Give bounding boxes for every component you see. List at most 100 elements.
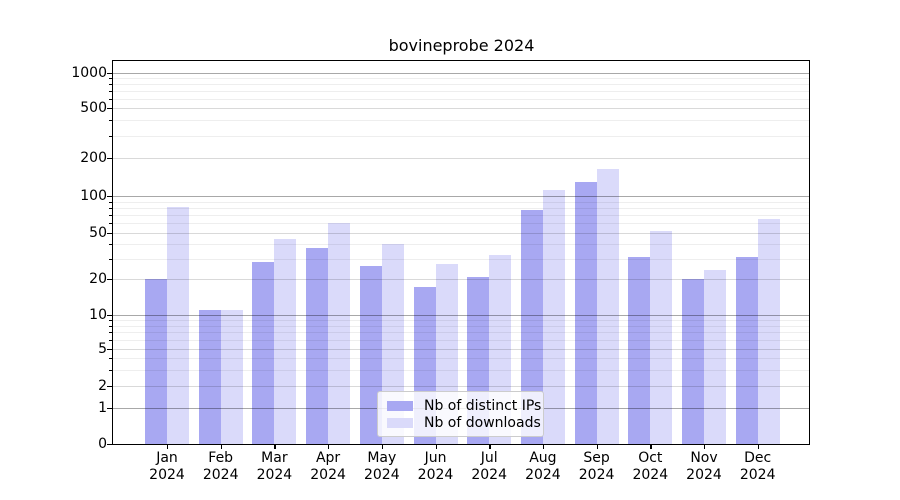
y-tick-mark-10: [107, 315, 113, 317]
minor-gridline-600: [113, 98, 810, 100]
x-tick-mark-apr: [328, 444, 330, 449]
legend-label-distinct-ips: Nb of distinct IPs: [424, 397, 542, 414]
gridline-2: [113, 386, 810, 387]
minor-gridline-90: [113, 201, 810, 203]
x-tick-mark-sep: [596, 444, 598, 449]
x-tick-label-sep: Sep 2024: [578, 450, 615, 483]
y-minor-tick-mark-40: [109, 244, 113, 246]
y-minor-tick-mark-6: [109, 340, 113, 342]
x-tick-label-jan: Jan 2024: [149, 450, 185, 483]
minor-gridline-9: [113, 320, 810, 322]
x-tick-label-feb: Feb 2024: [202, 450, 239, 483]
minor-gridline-40: [113, 244, 810, 246]
legend-swatch-downloads: [387, 418, 413, 429]
y-minor-tick-mark-800: [109, 84, 113, 86]
bar-aug-distinct-ips: [520, 209, 543, 444]
legend-swatch-distinct-ips: [387, 400, 413, 411]
y-tick-label-0: 0: [98, 436, 107, 452]
bar-jan-distinct-ips: [145, 279, 167, 444]
bar-apr-downloads: [328, 223, 351, 444]
y-tick-mark-5: [107, 349, 113, 351]
y-tick-mark-2: [107, 386, 113, 388]
gridline-200: [113, 158, 810, 159]
chart-title: bovineprobe 2024: [388, 36, 535, 55]
x-tick-mark-jun: [435, 444, 437, 449]
y-minor-tick-mark-900: [109, 78, 113, 80]
bar-feb-distinct-ips: [198, 310, 221, 444]
x-tick-mark-nov: [704, 444, 706, 449]
y-tick-label-50: 50: [89, 225, 107, 241]
minor-gridline-4: [113, 358, 810, 359]
y-tick-label-100: 100: [80, 188, 107, 204]
minor-gridline-70: [113, 215, 810, 217]
bar-nov-downloads: [704, 269, 726, 444]
minor-gridline-800: [113, 84, 810, 86]
gridline-1000: [113, 73, 810, 74]
gridline-100: [113, 196, 810, 197]
minor-gridline-6: [113, 340, 810, 342]
x-tick-mark-may: [381, 444, 384, 449]
y-minor-tick-mark-7: [109, 332, 113, 334]
y-tick-label-200: 200: [80, 150, 107, 166]
x-tick-label-jun: Jun 2024: [417, 450, 454, 483]
y-minor-tick-mark-70: [109, 215, 113, 217]
y-minor-tick-mark-9: [109, 320, 113, 322]
legend: Nb of distinct IPs Nb of downloads: [377, 391, 544, 437]
x-tick-label-jul: Jul 2024: [471, 450, 507, 483]
x-tick-mark-feb: [220, 444, 223, 449]
x-tick-label-aug: Aug 2024: [525, 450, 561, 483]
gridline-10: [113, 315, 810, 316]
gridline-50: [113, 233, 810, 234]
bar-mar-distinct-ips: [252, 262, 275, 444]
y-tick-label-1000: 1000: [71, 65, 107, 81]
x-tick-mark-mar: [274, 444, 276, 449]
y-minor-tick-mark-60: [109, 223, 113, 225]
y-tick-label-5: 5: [98, 341, 107, 357]
y-tick-label-10: 10: [89, 307, 107, 323]
legend-item-downloads: Nb of downloads: [387, 415, 541, 433]
y-tick-mark-1000: [107, 73, 113, 75]
bar-oct-distinct-ips: [628, 256, 651, 444]
x-tick-label-oct: Oct 2024: [632, 450, 669, 483]
minor-gridline-300: [113, 135, 810, 137]
gridline-500: [113, 108, 810, 109]
y-minor-tick-mark-8: [109, 325, 113, 327]
y-minor-tick-mark-80: [109, 207, 113, 209]
bar-jan-downloads: [167, 206, 189, 444]
plot-area: [113, 61, 810, 444]
bar-sep-distinct-ips: [574, 182, 597, 444]
gridline-5: [113, 349, 810, 350]
bar-dec-downloads: [757, 218, 780, 444]
y-tick-mark-20: [107, 279, 113, 281]
minor-gridline-60: [113, 223, 810, 225]
y-minor-tick-mark-30: [109, 258, 113, 260]
y-minor-tick-mark-90: [109, 201, 113, 203]
y-tick-label-2: 2: [98, 378, 107, 394]
minor-gridline-30: [113, 258, 810, 260]
y-tick-mark-1: [107, 408, 113, 410]
x-tick-label-apr: Apr 2024: [310, 450, 346, 483]
x-tick-mark-oct: [650, 444, 652, 449]
y-tick-label-20: 20: [89, 271, 107, 287]
minor-gridline-400: [113, 120, 810, 122]
bar-may-distinct-ips: [359, 265, 382, 444]
bar-oct-downloads: [650, 230, 673, 444]
x-tick-mark-dec: [757, 444, 760, 449]
y-tick-mark-200: [107, 158, 113, 160]
y-tick-mark-500: [107, 108, 113, 110]
legend-label-downloads: Nb of downloads: [424, 415, 541, 432]
bar-feb-downloads: [220, 310, 243, 444]
y-minor-tick-mark-700: [109, 91, 113, 92]
y-tick-mark-50: [107, 233, 113, 235]
x-tick-label-dec: Dec 2024: [739, 450, 776, 483]
x-tick-label-may: May 2024: [363, 450, 400, 483]
y-minor-tick-mark-4: [109, 358, 113, 359]
x-tick-label-nov: Nov 2024: [686, 450, 722, 483]
bar-sep-downloads: [596, 168, 619, 444]
minor-gridline-900: [113, 78, 810, 80]
y-tick-label-1: 1: [98, 400, 107, 416]
y-minor-tick-mark-600: [109, 98, 113, 100]
x-tick-mark-jul: [489, 444, 491, 449]
gridline-20: [113, 279, 810, 280]
